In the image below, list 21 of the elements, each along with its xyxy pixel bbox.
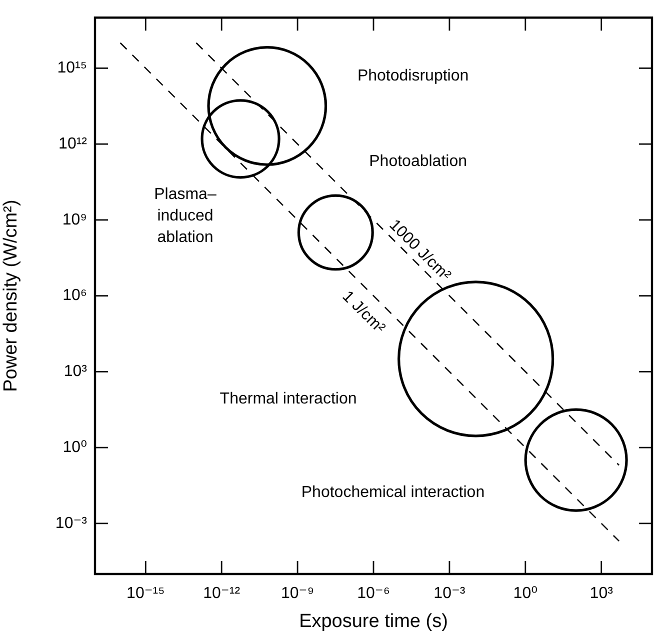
- y-tick-label: 10¹²: [58, 135, 88, 152]
- annotation: Photodisruption: [357, 67, 469, 84]
- x-axis-title: Exposure time (s): [299, 610, 448, 632]
- y-tick-label: 10⁹: [62, 211, 87, 228]
- y-tick-label: 10¹⁵: [57, 60, 87, 77]
- annotation: Photochemical interaction: [301, 484, 485, 502]
- y-tick-label: 10³: [64, 363, 88, 380]
- x-tick-label: 10⁻⁶: [357, 585, 390, 602]
- y-axis-title: Power density (W/cm²): [0, 200, 22, 392]
- y-tick-label: 10⁶: [62, 287, 87, 304]
- x-tick-label: 10⁻¹²: [203, 585, 241, 602]
- x-tick-label: 10⁻¹⁵: [126, 585, 165, 602]
- annotation: Photoablation: [369, 153, 467, 170]
- annotation: Plasma– induced ablation: [154, 186, 216, 246]
- annotation: Thermal interaction: [220, 390, 357, 408]
- x-tick-label: 10⁻³: [434, 585, 466, 602]
- x-tick-label: 10⁰: [513, 585, 538, 602]
- x-tick-label: 10³: [590, 585, 614, 602]
- x-tick-label: 10⁻⁹: [281, 585, 314, 602]
- y-tick-label: 10⁻³: [55, 514, 88, 532]
- y-tick-label: 10⁰: [62, 438, 87, 456]
